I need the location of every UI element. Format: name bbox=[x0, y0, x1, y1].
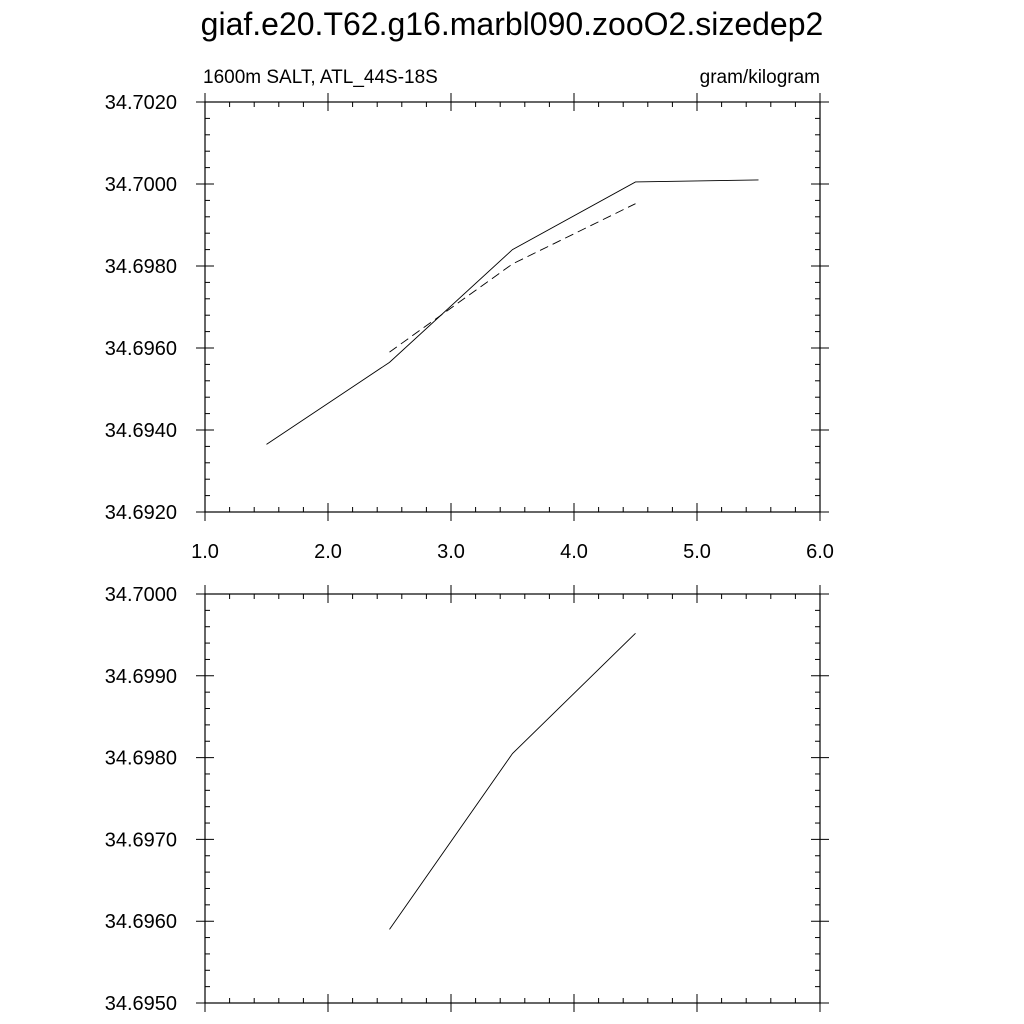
y-tick-label: 34.6980 bbox=[105, 748, 177, 770]
y-tick-label: 34.6950 bbox=[105, 993, 177, 1015]
x-tick-label: 3.0 bbox=[437, 541, 465, 563]
subtitle-left: 1600m SALT, ATL_44S-18S bbox=[203, 67, 438, 88]
series-line-dashed bbox=[389, 203, 636, 353]
x-tick-label: 5.0 bbox=[683, 541, 711, 563]
y-tick-label: 34.6960 bbox=[105, 911, 177, 933]
y-tick-label: 34.7000 bbox=[105, 584, 177, 606]
units-label: gram/kilogram bbox=[700, 67, 820, 88]
plot-frame bbox=[204, 101, 821, 513]
bottom-panel: 34.6950 34.6960 34.6970 34.6980 34.6990 34.70… bbox=[105, 584, 829, 1015]
y-tick-label: 34.7020 bbox=[105, 92, 177, 114]
series-line-solid bbox=[266, 179, 759, 445]
x-tick-label: 4.0 bbox=[560, 541, 588, 563]
y-tick-label: 34.7000 bbox=[105, 174, 177, 196]
x-tick-label: 6.0 bbox=[806, 541, 834, 563]
chart-title: giaf.e20.T62.g16.marbl090.zooO2.sizedep2 bbox=[200, 6, 824, 42]
plot-frame bbox=[204, 593, 821, 1004]
y-tick-label: 34.6970 bbox=[105, 829, 177, 851]
top-panel: 34.6920 34.6940 34.6960 34.6980 34.7000 34.70… bbox=[105, 67, 834, 563]
y-tick-label: 34.6960 bbox=[105, 338, 177, 360]
y-tick-label: 34.6980 bbox=[105, 256, 177, 278]
y-tick-label: 34.6940 bbox=[105, 420, 177, 442]
y-tick-label: 34.6990 bbox=[105, 666, 177, 688]
series-line-solid bbox=[389, 632, 636, 930]
x-tick-label: 2.0 bbox=[314, 541, 342, 563]
x-tick-label: 1.0 bbox=[191, 541, 219, 563]
y-tick-label: 34.6920 bbox=[105, 502, 177, 524]
